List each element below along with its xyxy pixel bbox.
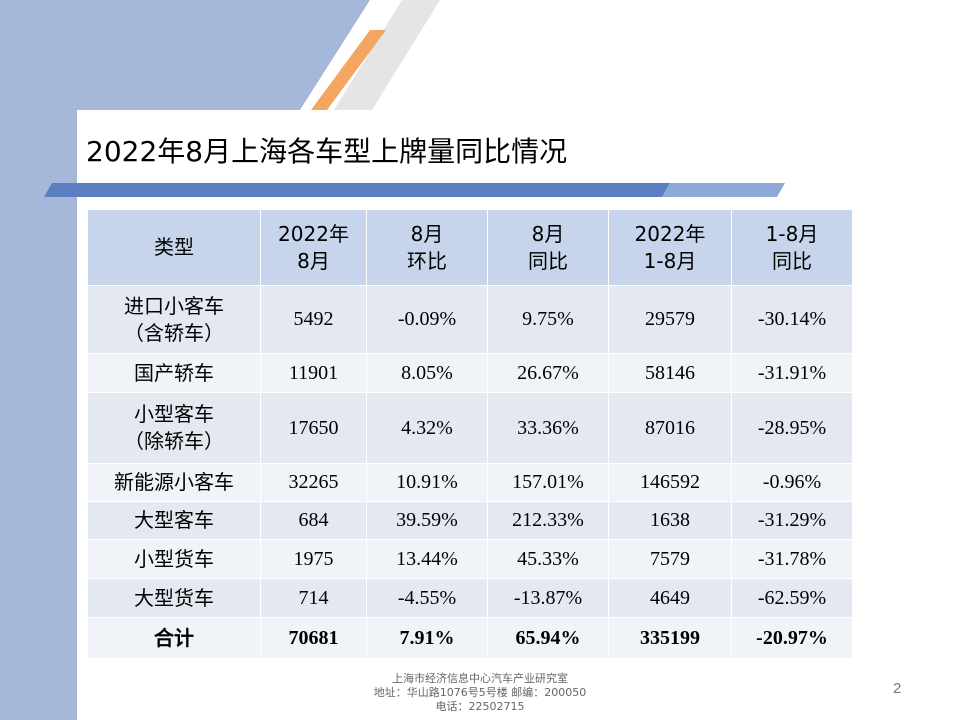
header-jan-aug-2022: 2022年 1-8月 <box>608 209 732 286</box>
cell-jan-aug-2022: 146592 <box>608 463 732 502</box>
header-jan-aug-yoy-line1: 1-8月 <box>765 221 819 246</box>
content-panel <box>77 110 960 183</box>
title-underline-light <box>662 183 785 197</box>
table-row-total: 合计 70681 7.91% 65.94% 335199 -20.97% <box>87 617 853 659</box>
registration-table: 类型 2022年 8月 8月 环比 8月 同比 2022年 1-8月 1-8月 同比 进口… <box>87 209 853 659</box>
table-row: 进口小客车 （含轿车） 5492 -0.09% 9.75% 29579 -30.1… <box>87 285 853 354</box>
top-blue-block <box>0 0 370 110</box>
cell-aug-yoy: 157.01% <box>487 463 609 502</box>
cell-jan-aug-2022: 7579 <box>608 539 732 579</box>
row-type-line1: 小型客车 <box>134 402 214 426</box>
slide-title: 2022年8月上海各车型上牌量同比情况 <box>86 135 568 168</box>
cell-aug-2022: 1975 <box>260 539 367 579</box>
cell-aug-yoy: -13.87% <box>487 578 609 618</box>
header-aug-mom: 8月 环比 <box>366 209 488 286</box>
cell-jan-aug-yoy: -20.97% <box>731 617 853 659</box>
cell-jan-aug-2022: 58146 <box>608 353 732 393</box>
cell-aug-2022: 11901 <box>260 353 367 393</box>
cell-jan-aug-2022: 1638 <box>608 501 732 540</box>
cell-aug-yoy: 65.94% <box>487 617 609 659</box>
cell-jan-aug-yoy: -28.95% <box>731 392 853 464</box>
cell-jan-aug-yoy: -31.78% <box>731 539 853 579</box>
row-type: 小型客车 （除轿车） <box>87 392 261 464</box>
header-jan-aug-2022-line2: 1-8月 <box>643 248 697 273</box>
cell-aug-yoy: 45.33% <box>487 539 609 579</box>
cell-aug-mom: 4.32% <box>366 392 488 464</box>
cell-aug-mom: 39.59% <box>366 501 488 540</box>
cell-jan-aug-yoy: -30.14% <box>731 285 853 354</box>
cell-aug-2022: 684 <box>260 501 367 540</box>
header-jan-aug-yoy-line2: 同比 <box>772 248 812 273</box>
row-type-line2: （含轿车） <box>124 320 224 345</box>
cell-jan-aug-2022: 87016 <box>608 392 732 464</box>
title-underline-dark <box>44 183 670 197</box>
cell-jan-aug-yoy: -62.59% <box>731 578 853 618</box>
header-jan-aug-yoy: 1-8月 同比 <box>731 209 853 286</box>
cell-aug-yoy: 212.33% <box>487 501 609 540</box>
header-aug-2022: 2022年 8月 <box>260 209 367 286</box>
row-type: 国产轿车 <box>87 353 261 393</box>
header-aug-yoy-line2: 同比 <box>528 248 568 273</box>
table-row: 大型货车 714 -4.55% -13.87% 4649 -62.59% <box>87 578 853 618</box>
cell-jan-aug-yoy: -31.91% <box>731 353 853 393</box>
row-type: 大型货车 <box>87 578 261 618</box>
cell-aug-mom: 8.05% <box>366 353 488 393</box>
header-aug-yoy-line1: 8月 <box>531 221 565 246</box>
cell-jan-aug-yoy: -31.29% <box>731 501 853 540</box>
row-type: 新能源小客车 <box>87 463 261 502</box>
header-type-text: 类型 <box>154 235 194 259</box>
left-band <box>0 0 77 720</box>
table-header-row: 类型 2022年 8月 8月 环比 8月 同比 2022年 1-8月 1-8月 同比 <box>87 209 853 286</box>
cell-jan-aug-2022: 335199 <box>608 617 732 659</box>
row-type-line1: 进口小客车 <box>124 293 224 318</box>
page-number: 2 <box>893 680 902 697</box>
cell-aug-mom: 13.44% <box>366 539 488 579</box>
cell-aug-mom: -0.09% <box>366 285 488 354</box>
cell-aug-yoy: 26.67% <box>487 353 609 393</box>
cell-aug-mom: 7.91% <box>366 617 488 659</box>
row-type: 大型客车 <box>87 501 261 540</box>
cell-aug-2022: 17650 <box>260 392 367 464</box>
cell-aug-yoy: 33.36% <box>487 392 609 464</box>
table-row: 小型客车 （除轿车） 17650 4.32% 33.36% 87016 -28.9… <box>87 392 853 464</box>
footer-address: 地址：华山路1076号5号楼 邮编：200050 <box>373 686 587 699</box>
table-row: 国产轿车 11901 8.05% 26.67% 58146 -31.91% <box>87 353 853 393</box>
footer-org: 上海市经济信息中心汽车产业研究室 <box>392 672 568 685</box>
cell-aug-2022: 714 <box>260 578 367 618</box>
row-type: 小型货车 <box>87 539 261 579</box>
cell-aug-2022: 70681 <box>260 617 367 659</box>
header-aug-mom-line1: 8月 <box>410 221 444 246</box>
header-aug-2022-line1: 2022年 <box>278 221 349 246</box>
row-type-line2: （除轿车） <box>124 429 224 453</box>
header-jan-aug-2022-line1: 2022年 <box>634 221 706 246</box>
footer-contact: 上海市经济信息中心汽车产业研究室 地址：华山路1076号5号楼 邮编：20005… <box>340 672 620 714</box>
row-type: 合计 <box>87 617 261 659</box>
cell-aug-2022: 5492 <box>260 285 367 354</box>
diagonal-stripe-gray <box>334 0 440 110</box>
cell-jan-aug-2022: 29579 <box>608 285 732 354</box>
diagonal-stripe-orange <box>311 30 386 110</box>
header-type: 类型 <box>87 209 261 286</box>
cell-aug-2022: 32265 <box>260 463 367 502</box>
table-row: 小型货车 1975 13.44% 45.33% 7579 -31.78% <box>87 539 853 579</box>
cell-aug-mom: 10.91% <box>366 463 488 502</box>
cell-aug-yoy: 9.75% <box>487 285 609 354</box>
header-aug-mom-line2: 环比 <box>407 248 447 273</box>
cell-aug-mom: -4.55% <box>366 578 488 618</box>
cell-jan-aug-yoy: -0.96% <box>731 463 853 502</box>
row-type: 进口小客车 （含轿车） <box>87 285 261 354</box>
footer-phone: 电话：22502715 <box>435 700 525 713</box>
cell-jan-aug-2022: 4649 <box>608 578 732 618</box>
table-row: 新能源小客车 32265 10.91% 157.01% 146592 -0.96… <box>87 463 853 502</box>
table-row: 大型客车 684 39.59% 212.33% 1638 -31.29% <box>87 501 853 540</box>
header-aug-2022-line2: 8月 <box>297 248 330 273</box>
header-aug-yoy: 8月 同比 <box>487 209 609 286</box>
